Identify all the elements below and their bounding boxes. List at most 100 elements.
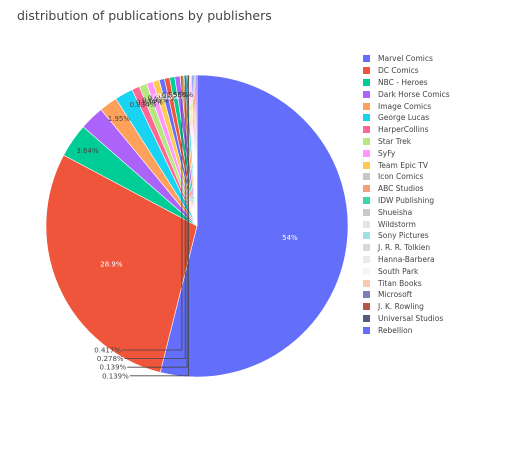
legend-item[interactable]: Hanna-Barbera [363, 254, 450, 266]
legend-label: Sony Pictures [378, 231, 429, 241]
chart-title: distribution of publications by publishe… [17, 8, 272, 23]
legend-item[interactable]: NBC - Heroes [363, 77, 450, 89]
legend-label: Dark Horse Comics [378, 89, 450, 99]
legend-label: DC Comics [378, 66, 419, 76]
legend-item[interactable]: HarperCollins [363, 124, 450, 136]
legend-swatch [363, 232, 370, 240]
pie-slices [45, 74, 349, 378]
legend-item[interactable]: Shueisha [363, 206, 450, 218]
legend-label: Marvel Comics [378, 54, 433, 64]
legend-item[interactable]: Image Comics [363, 100, 450, 112]
legend-swatch [363, 196, 370, 204]
legend-swatch [363, 55, 370, 63]
legend-swatch [363, 267, 370, 275]
legend-item[interactable]: Sony Pictures [363, 230, 450, 242]
legend-label: Rebellion [378, 325, 413, 335]
legend-swatch [363, 185, 370, 193]
slice-labels: 54% 28.9% 3.64% 1.95% 0.834%0.834%0.695%0.69… [76, 91, 298, 380]
legend-swatch [363, 67, 370, 75]
slice-label: 0.139% [99, 364, 126, 372]
legend-swatch [363, 114, 370, 122]
legend: Marvel Comics DC Comics NBC - Heroes Dark H… [363, 53, 450, 336]
legend-label: HarperCollins [378, 125, 429, 135]
label-leader-line [124, 75, 186, 360]
legend-item[interactable]: Rebellion [363, 324, 450, 336]
legend-swatch [363, 90, 370, 98]
pie-slice[interactable] [45, 154, 198, 373]
pie-slice[interactable] [195, 74, 198, 227]
legend-swatch [363, 244, 370, 252]
legend-swatch [363, 291, 370, 299]
label-connectors [122, 75, 189, 377]
legend-item[interactable]: DC Comics [363, 65, 450, 77]
legend-item[interactable]: Dark Horse Comics [363, 88, 450, 100]
legend-label: Wildstorm [378, 219, 416, 229]
slice-label: 0.556% [162, 91, 189, 99]
legend-swatch [363, 220, 370, 228]
legend-swatch [363, 314, 370, 322]
legend-item[interactable]: George Lucas [363, 112, 450, 124]
legend-swatch [363, 208, 370, 216]
legend-item[interactable]: ABC Studios [363, 183, 450, 195]
legend-item[interactable]: SyFy [363, 147, 450, 159]
legend-label: George Lucas [378, 113, 430, 123]
slice-label: 0.417% [94, 347, 121, 355]
legend-swatch [363, 303, 370, 311]
legend-item[interactable]: J. K. Rowling [363, 301, 450, 313]
legend-item[interactable]: Microsoft [363, 289, 450, 301]
slice-label: 0.695% [142, 96, 169, 104]
legend-label: South Park [378, 266, 419, 276]
legend-item[interactable]: J. R. R. Tolkien [363, 242, 450, 254]
legend-item[interactable]: Wildstorm [363, 218, 450, 230]
legend-label: Image Comics [378, 101, 432, 111]
legend-swatch [363, 149, 370, 157]
legend-label: Star Trek [378, 136, 412, 146]
pie-slice[interactable] [159, 74, 349, 378]
legend-swatch [363, 161, 370, 169]
label-leader-line [127, 75, 188, 368]
slice-label: 0.695% [148, 95, 175, 103]
legend-label: IDW Publishing [378, 195, 435, 205]
slice-label: 3.64% [76, 147, 99, 155]
legend-swatch [363, 78, 370, 86]
legend-label: Shueisha [378, 207, 413, 217]
slice-label: 0.278% [97, 355, 124, 363]
slice-label: 0.139% [102, 372, 129, 380]
legend-item[interactable]: Star Trek [363, 136, 450, 148]
legend-item[interactable]: Icon Comics [363, 171, 450, 183]
label-leader-line [122, 75, 183, 351]
legend-label: Microsoft [378, 290, 413, 300]
legend-label: Hanna-Barbera [378, 254, 435, 264]
legend-label: ABC Studios [378, 184, 424, 194]
legend-swatch [363, 173, 370, 181]
slice-label: 54% [282, 234, 298, 242]
legend-item[interactable]: Universal Studios [363, 313, 450, 325]
slice-label: 0.556% [157, 92, 184, 100]
legend-label: J. K. Rowling [378, 302, 424, 312]
legend-swatch [363, 255, 370, 263]
legend-swatch [363, 326, 370, 334]
slice-label: 0.834% [136, 98, 163, 106]
legend-label: NBC - Heroes [378, 77, 428, 87]
legend-label: SyFy [378, 148, 396, 158]
legend-item[interactable]: Team Epic TV [363, 159, 450, 171]
legend-swatch [363, 137, 370, 145]
legend-swatch [363, 279, 370, 287]
legend-label: Titan Books [378, 278, 422, 288]
legend-label: J. R. R. Tolkien [378, 243, 431, 253]
legend-label: Team Epic TV [378, 160, 429, 170]
slice-label: 0.556% [166, 91, 193, 99]
slice-label: 28.9% [100, 261, 123, 269]
slice-label: 0.556% [153, 93, 180, 101]
legend-item[interactable]: Titan Books [363, 277, 450, 289]
legend-item[interactable]: South Park [363, 265, 450, 277]
legend-label: Icon Comics [378, 172, 424, 182]
legend-swatch [363, 126, 370, 134]
legend-label: Universal Studios [378, 313, 444, 323]
legend-swatch [363, 102, 370, 110]
label-leader-line [129, 75, 189, 377]
legend-item[interactable]: IDW Publishing [363, 195, 450, 207]
legend-item[interactable]: Marvel Comics [363, 53, 450, 65]
slice-label: 1.95% [108, 115, 131, 123]
